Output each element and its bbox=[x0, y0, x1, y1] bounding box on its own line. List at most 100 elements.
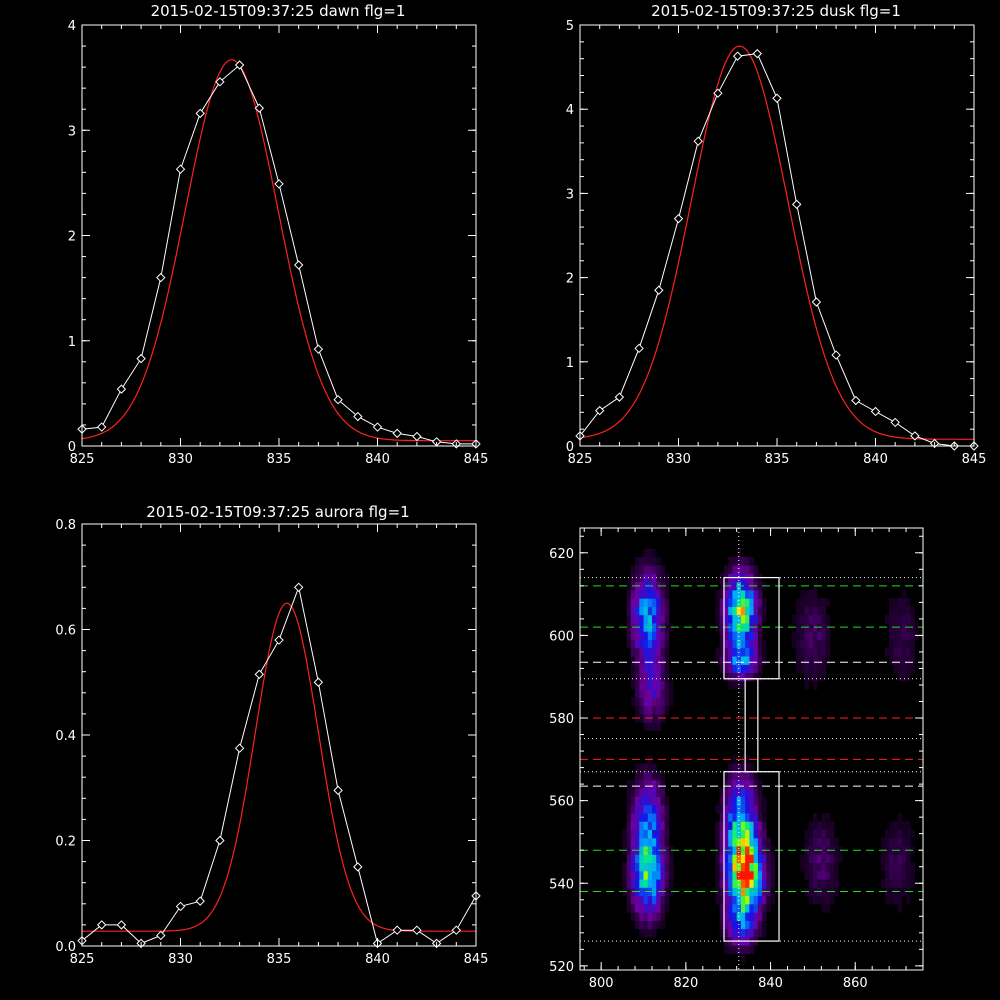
dusk-data-point bbox=[890, 417, 900, 428]
heatmap-cell bbox=[749, 945, 754, 954]
heatmap-cell bbox=[762, 656, 767, 665]
heatmap-cell bbox=[724, 870, 729, 880]
dawn-fit-curve bbox=[81, 59, 476, 442]
heatmap-cell bbox=[906, 821, 911, 830]
heatmap-cell bbox=[724, 796, 729, 806]
heatmap-cell bbox=[889, 854, 894, 863]
heatmap-cell bbox=[635, 796, 640, 806]
heatmap-cell bbox=[639, 771, 644, 781]
dusk|1-x-tick-label: 840 bbox=[863, 452, 888, 467]
heatmap-cell bbox=[622, 862, 627, 872]
heatmap-cell bbox=[889, 647, 894, 657]
heatmap-cell bbox=[740, 920, 746, 930]
heatmap-cell bbox=[732, 780, 737, 789]
heatmap-cell bbox=[740, 953, 746, 963]
heatmap-cell bbox=[660, 903, 666, 913]
dusk|1-y-tick-label: 4 bbox=[566, 103, 574, 118]
heatmap-cell bbox=[719, 796, 725, 806]
heatmap-cell bbox=[745, 788, 750, 797]
heatmap-cell bbox=[825, 598, 831, 607]
heatmap-cell bbox=[724, 945, 729, 954]
heatmap-cell bbox=[914, 623, 920, 632]
heatmap-cell bbox=[639, 713, 644, 723]
heatmap-cell bbox=[715, 606, 721, 616]
heatmap-cell bbox=[639, 565, 644, 574]
heatmap-cell bbox=[753, 903, 759, 913]
heatmap-cell bbox=[740, 664, 746, 673]
heatmap-cell bbox=[893, 821, 898, 830]
heatmap-cell bbox=[643, 639, 649, 649]
heatmap-cell bbox=[647, 697, 653, 707]
heatmap-cell bbox=[753, 796, 759, 806]
heatmap-cell bbox=[728, 804, 733, 814]
heatmap-cell bbox=[652, 606, 657, 616]
heatmap-cell bbox=[897, 895, 903, 905]
heatmap-cell bbox=[719, 598, 725, 607]
heatmap-cell bbox=[647, 771, 653, 781]
heatmap-cell bbox=[635, 821, 640, 830]
heatmap-cell bbox=[762, 796, 767, 806]
heatmap-cell bbox=[808, 614, 814, 624]
heatmap-cell bbox=[812, 862, 818, 872]
heatmap-cell bbox=[736, 606, 742, 616]
heatmap-cell bbox=[728, 598, 733, 607]
aurora|2-y-tick-label: 0.4 bbox=[55, 729, 76, 744]
heatmap-cell bbox=[647, 895, 653, 905]
heatmap-cell bbox=[664, 804, 670, 814]
heatmap-cell bbox=[901, 870, 907, 880]
heatmap-cell bbox=[906, 879, 911, 888]
heatmap-cell bbox=[901, 647, 907, 657]
dawn|0-y-tick-label: 2 bbox=[68, 230, 76, 245]
heatmap-cell bbox=[762, 804, 767, 814]
heatmap-cell bbox=[719, 581, 725, 591]
heatmap-cell bbox=[647, 590, 653, 599]
dusk-title: 2015-02-15T09:37:25 dusk flg=1 bbox=[651, 2, 901, 20]
heatmap-cell bbox=[647, 788, 653, 797]
heatmap-cell bbox=[643, 647, 649, 657]
heatmap-cell bbox=[668, 862, 674, 872]
heatmap-cell bbox=[808, 647, 814, 657]
heatmap-cell bbox=[635, 631, 640, 640]
heatmap-cell bbox=[643, 804, 649, 814]
heatmap-cell bbox=[901, 862, 907, 872]
heatmap-cell bbox=[630, 837, 636, 847]
heatmap-cell bbox=[889, 837, 894, 847]
heatmap-cell bbox=[719, 862, 725, 872]
heatmap-cell bbox=[893, 829, 898, 839]
dusk-data-point bbox=[693, 136, 703, 146]
heatmap-cell bbox=[757, 920, 763, 930]
heatmap-cell bbox=[893, 606, 898, 616]
heatmap-cell bbox=[745, 780, 750, 789]
heatmap-cell bbox=[639, 590, 644, 599]
heatmap-cell bbox=[753, 590, 759, 599]
heatmap-cell bbox=[893, 647, 898, 657]
heatmap-cell bbox=[732, 804, 737, 814]
heatmap-cell bbox=[804, 590, 809, 599]
heatmap-cell bbox=[639, 656, 644, 665]
heatmap-cell bbox=[647, 862, 653, 872]
heatmap-cell bbox=[757, 780, 763, 789]
heatmap-cell bbox=[719, 664, 725, 673]
heatmap-cell bbox=[817, 664, 822, 673]
heatmap-cell bbox=[825, 862, 831, 872]
heatmap-cell bbox=[808, 854, 814, 863]
dawn-data-point bbox=[333, 394, 343, 405]
heatmap-cell bbox=[724, 903, 729, 913]
heatmap-cell bbox=[643, 813, 649, 822]
heatmap-cell bbox=[732, 656, 737, 665]
heatmap-cell bbox=[724, 862, 729, 872]
heatmap-cell bbox=[732, 763, 737, 773]
heatmap-cell bbox=[724, 590, 729, 599]
heatmap-cell bbox=[736, 829, 742, 839]
heatmap-cell bbox=[736, 945, 742, 954]
heatmap-cell bbox=[825, 639, 831, 649]
heatmap-cell bbox=[660, 920, 666, 930]
heatmap-cell bbox=[749, 920, 754, 930]
heatmap-cell bbox=[745, 945, 750, 954]
aurora-data-point bbox=[313, 677, 324, 687]
heatmap-cell bbox=[656, 672, 661, 682]
heatmap-cell bbox=[660, 796, 666, 806]
heatmap-cell bbox=[808, 837, 814, 847]
heatmap-cell bbox=[804, 870, 809, 880]
heatmap-cell bbox=[749, 912, 754, 921]
